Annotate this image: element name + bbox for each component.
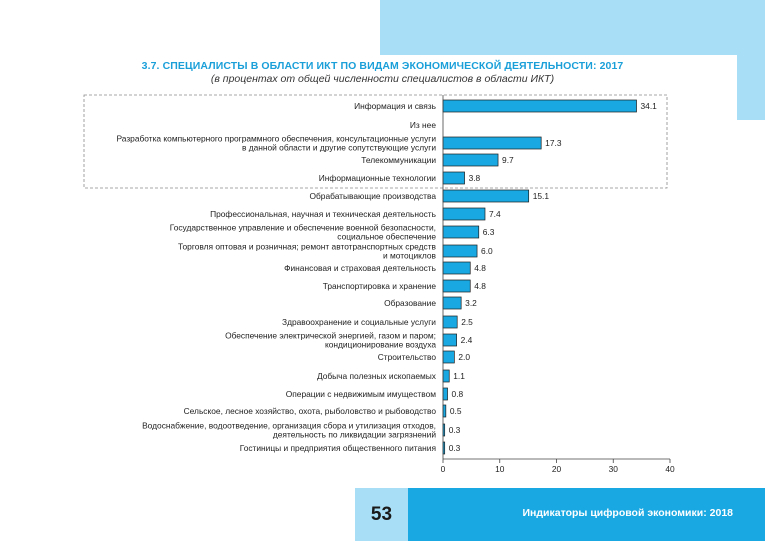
- bar: [442, 333, 457, 347]
- footer-band: [408, 488, 765, 541]
- data-label: 2.4: [461, 335, 473, 345]
- data-label: 4.8: [474, 263, 486, 273]
- category-label: Строительство: [378, 352, 437, 362]
- page-sheet: [0, 55, 737, 485]
- publication-title: Индикаторы цифровой экономики: 2018: [522, 507, 734, 519]
- x-tick-label: 10: [495, 464, 505, 474]
- category-label: Водоснабжение, водоотведение, организаци…: [142, 420, 436, 439]
- category-label: Торговля оптовая и розничная; ремонт авт…: [178, 241, 436, 260]
- data-label: 6.0: [481, 246, 493, 256]
- category-label: Финансовая и страховая деятельность: [284, 263, 436, 273]
- category-label: Телекоммуникации: [361, 155, 436, 165]
- x-tick-label: 20: [552, 464, 562, 474]
- category-label: Добыча полезных ископаемых: [317, 371, 437, 381]
- data-label: 7.4: [489, 209, 501, 219]
- data-label: 17.3: [545, 138, 562, 148]
- category-label: Операции с недвижимым имуществом: [286, 389, 436, 399]
- bar: [442, 171, 465, 185]
- data-label: 15.1: [533, 191, 550, 201]
- bar: [442, 315, 458, 329]
- category-label: Гостиницы и предприятия общественного пи…: [240, 443, 436, 453]
- bar: [442, 369, 450, 383]
- highlight-group-box: [83, 94, 668, 189]
- category-label: Разработка компьютерного программного об…: [116, 133, 436, 152]
- chart-title: 3.7. СПЕЦИАЛИСТЫ В ОБЛАСТИ ИКТ ПО ВИДАМ …: [141, 60, 624, 72]
- data-label: 6.3: [483, 227, 495, 237]
- bar: [442, 296, 462, 310]
- data-label: 2.5: [461, 317, 473, 327]
- data-label: 0.3: [449, 425, 461, 435]
- data-label: 0.8: [452, 389, 464, 399]
- category-label: Профессиональная, научная и техническая …: [210, 209, 437, 219]
- category-label: Сельское, лесное хозяйство, охота, рыбол…: [184, 406, 437, 416]
- bar: [442, 99, 637, 113]
- bar: [442, 279, 471, 293]
- data-label: 0.3: [449, 443, 461, 453]
- x-tick-label: 40: [665, 464, 675, 474]
- category-label: Здравоохранение и социальные услуги: [282, 317, 436, 327]
- bar: [442, 207, 486, 221]
- data-label: 1.1: [453, 371, 465, 381]
- category-label: Информационные технологии: [319, 173, 437, 183]
- category-label: Из нее: [410, 120, 436, 130]
- bar: [442, 261, 471, 275]
- category-label: Информация и связь: [354, 101, 437, 111]
- footer-blank: [0, 488, 355, 541]
- page-number: 53: [355, 488, 408, 541]
- data-label: 3.8: [469, 173, 481, 183]
- category-label: Транспортировка и хранение: [323, 281, 437, 291]
- bar: [442, 225, 480, 239]
- category-label: Государственное управление и обеспечение…: [170, 222, 437, 241]
- data-label: 3.2: [465, 298, 477, 308]
- category-label: Обрабатывающие производства: [309, 191, 436, 201]
- x-tick-label: 30: [609, 464, 619, 474]
- bar: [442, 244, 478, 258]
- bar: [442, 350, 455, 364]
- data-label: 9.7: [502, 155, 514, 165]
- x-tick-label: 0: [441, 464, 446, 474]
- data-label: 2.0: [458, 352, 470, 362]
- chart-subtitle: (в процентах от общей численности специа…: [210, 73, 555, 85]
- bar: [442, 136, 542, 150]
- category-label: Обеспечение электрической энергией, газо…: [225, 330, 436, 349]
- bar: [442, 404, 447, 418]
- data-label: 34.1: [641, 101, 658, 111]
- category-label: Образование: [384, 298, 436, 308]
- bar: [442, 153, 499, 167]
- bar: [442, 387, 448, 401]
- bar: [442, 189, 530, 203]
- data-label: 4.8: [474, 281, 486, 291]
- data-label: 0.5: [450, 406, 462, 416]
